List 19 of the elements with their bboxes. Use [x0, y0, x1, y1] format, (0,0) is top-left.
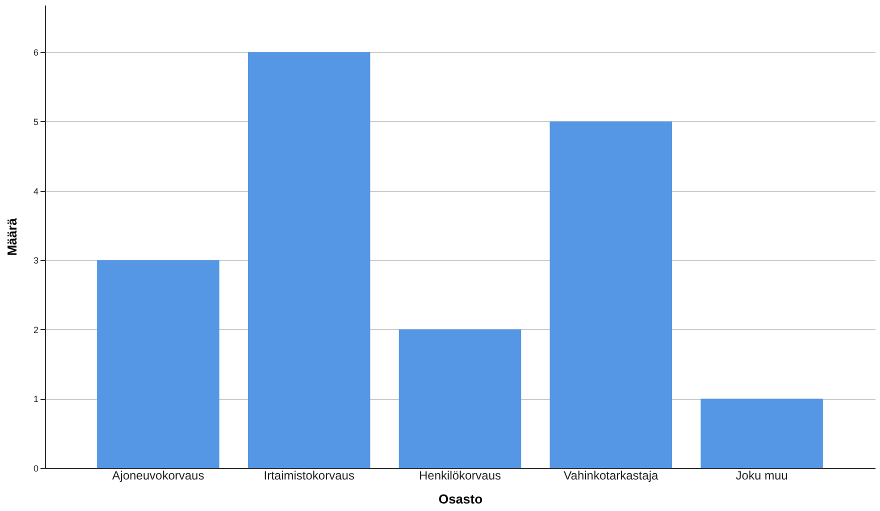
y-tick-label: 0: [33, 464, 38, 474]
y-tick-label: 6: [33, 48, 38, 58]
bar: [97, 260, 220, 468]
x-axis-title: Osasto: [438, 492, 483, 506]
y-tick-label: 5: [33, 116, 38, 127]
bar: [398, 329, 522, 468]
y-axis-title: Määrä: [4, 217, 20, 256]
bar: [550, 121, 672, 468]
x-tick-label: Ajoneuvokorvaus: [112, 468, 204, 482]
x-tick-label: Irtaimistokorvaus: [264, 468, 354, 482]
x-tick-label: Joku muu: [736, 468, 788, 482]
x-tick-label: Henkilökorvaus: [418, 468, 502, 482]
y-tick-label: 3: [33, 256, 38, 266]
y-tick-label: 1: [33, 394, 38, 404]
bar: [700, 398, 823, 468]
y-tick-label: 4: [33, 186, 38, 196]
y-tick-label: 2: [33, 324, 38, 335]
x-tick-label: Vahinkotarkastaja: [564, 468, 658, 482]
bar: [248, 52, 370, 468]
